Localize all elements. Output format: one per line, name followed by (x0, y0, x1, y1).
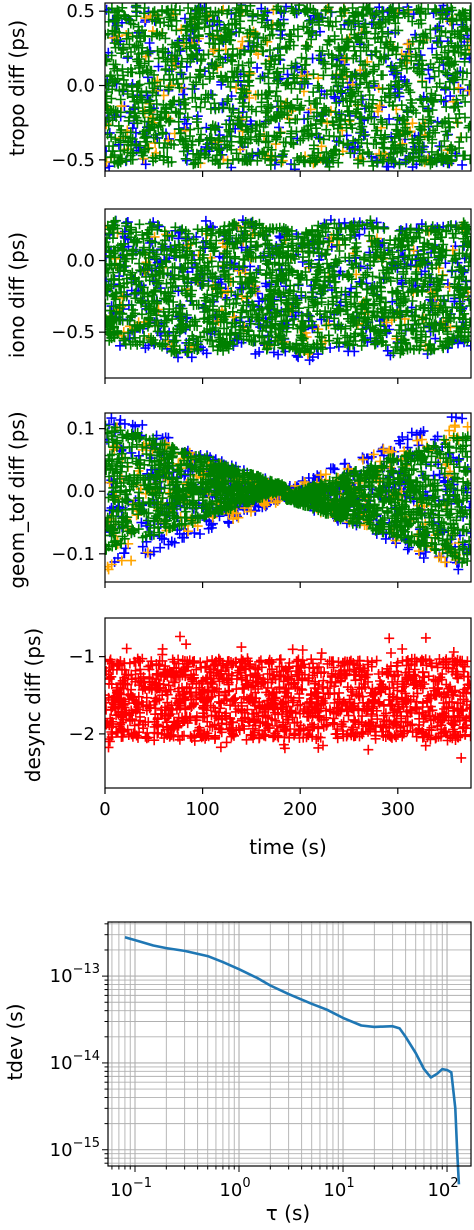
tdev-plot-area: 10−1 100 101 102 10−15 10−14 10−13 (50, 921, 472, 1201)
tdev-line (124, 936, 461, 1185)
scatter-points (105, 3, 471, 171)
y-tick-label: 0.0 (66, 251, 95, 272)
x-tick-label: 100 (185, 799, 219, 820)
y-tick-label: 0.0 (66, 76, 95, 97)
iono-ylabel: iono diff (ps) (5, 232, 29, 358)
axes-frame (104, 208, 472, 379)
x-tick-label: 10−1 (110, 1176, 152, 1201)
axes-frame (104, 2, 472, 172)
scatter-points (105, 631, 471, 763)
x-tick-label: 200 (283, 799, 317, 820)
series-2-markers (105, 420, 471, 568)
grid (108, 922, 471, 1166)
y-tick-label: 0.5 (66, 1, 95, 22)
axes-frame (104, 412, 472, 583)
x-tick-label: 0 (99, 799, 110, 820)
series-0-markers (105, 631, 471, 763)
tropo-ylabel: tropo diff (ps) (5, 20, 29, 156)
desync-plot-area: 0 100 200 300 −2 −1 (68, 617, 472, 820)
desync-ylabel: desync diff (ps) (21, 628, 45, 782)
series-2-markers (105, 215, 471, 359)
panel-iono: −0.5 0.0 iono diff (ps) (5, 208, 472, 384)
iono-plot-area: −0.5 0.0 (51, 208, 472, 384)
tau-xlabel: τ (s) (266, 1201, 310, 1225)
x-tick-label: 101 (323, 1176, 354, 1201)
axes-frame (107, 921, 472, 1167)
geom-tof-ylabel: geom_tof diff (ps) (5, 411, 29, 588)
y-tick-label: 0.1 (66, 419, 95, 440)
y-tick-label: 10−14 (50, 1049, 100, 1074)
panel-geom-tof: −0.1 0.0 0.1 geom_tof diff (ps) (5, 411, 472, 589)
tropo-plot-area: −0.5 0.0 0.5 (51, 1, 472, 177)
y-tick-label: −0.1 (51, 544, 95, 565)
y-tick-label: 0.0 (66, 481, 95, 502)
x-tick-label: 100 (219, 1176, 250, 1201)
time-xlabel: time (s) (249, 835, 327, 859)
scatter-points (105, 413, 471, 575)
tdev-ylabel: tdev (s) (3, 1003, 27, 1080)
y-tick-label: −0.5 (51, 150, 95, 171)
panel-tropo: −0.5 0.0 0.5 tropo diff (ps) (5, 1, 472, 177)
x-tick-label: 300 (381, 799, 415, 820)
x-tick-label: 102 (427, 1176, 458, 1201)
y-tick-label: −2 (68, 724, 95, 745)
axes-frame (104, 617, 472, 789)
y-tick-label: 10−13 (50, 962, 100, 987)
geom-tof-plot-area: −0.1 0.0 0.1 (51, 412, 472, 588)
panel-tdev: 10−1 100 101 102 10−15 10−14 10−13 tdev (s) τ … (3, 921, 472, 1225)
panel-desync: 0 100 200 300 −2 −1 desync diff (ps) time (s) (21, 617, 472, 859)
y-tick-label: 10−15 (50, 1136, 100, 1161)
scatter-points (105, 215, 471, 366)
series-2-markers (105, 3, 471, 171)
y-tick-label: −0.5 (51, 322, 95, 343)
y-tick-label: −1 (68, 647, 95, 668)
